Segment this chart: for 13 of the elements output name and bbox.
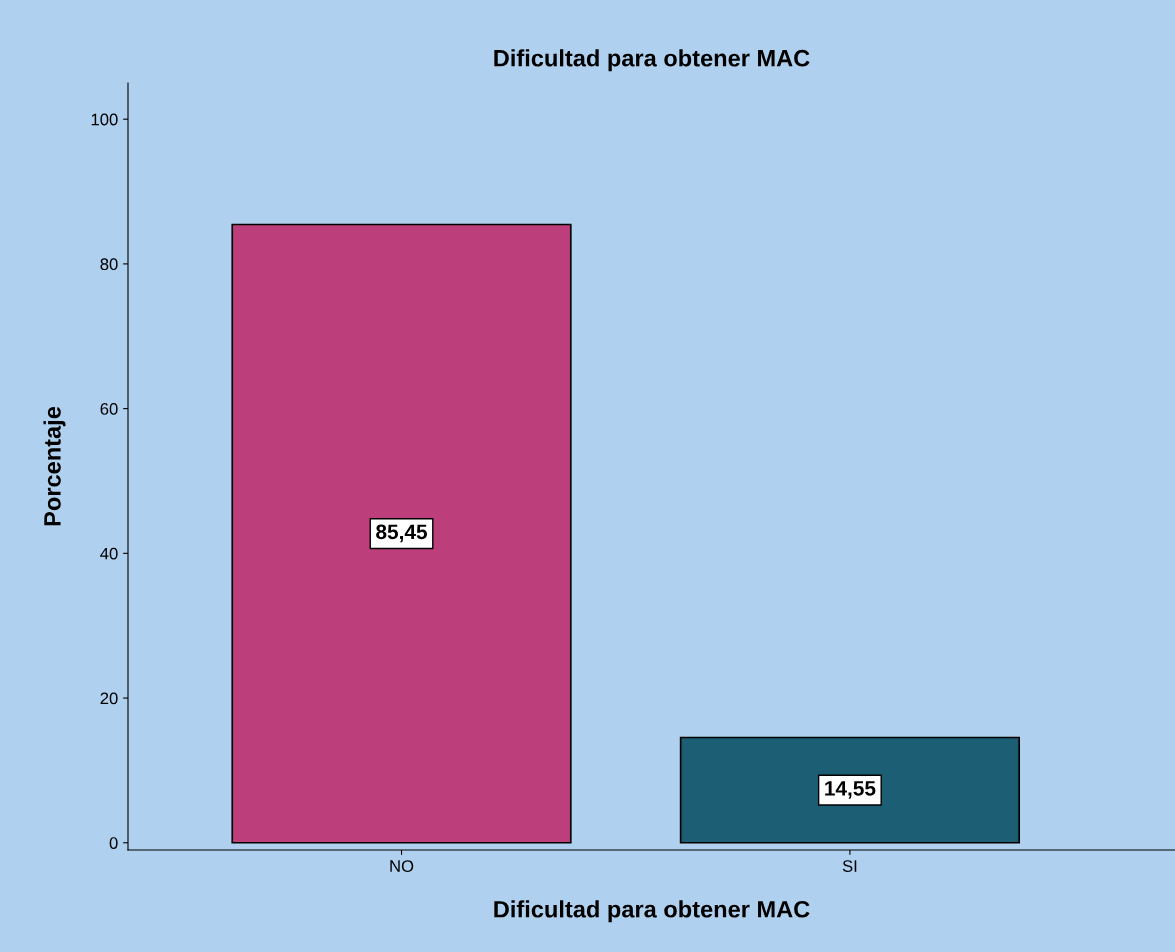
y-tick-label: 60	[100, 403, 118, 415]
data-label: 85,45	[376, 524, 428, 543]
x-tick-label: SI	[842, 860, 857, 872]
x-tick-label: NO	[390, 860, 414, 872]
data-label: 14,55	[825, 781, 876, 799]
y-tick-label: 40	[100, 547, 118, 560]
chart-title: Dificultad para obtener MAC	[494, 49, 810, 72]
y-tick-label: 100	[91, 113, 118, 126]
y-tick-label: 80	[100, 258, 118, 271]
y-axis-title: Porcentaje	[43, 406, 66, 526]
x-axis-title: Dificultad para obtener MAC	[494, 900, 810, 923]
y-tick-label: 0	[109, 837, 118, 849]
y-tick-label: 20	[100, 692, 118, 705]
